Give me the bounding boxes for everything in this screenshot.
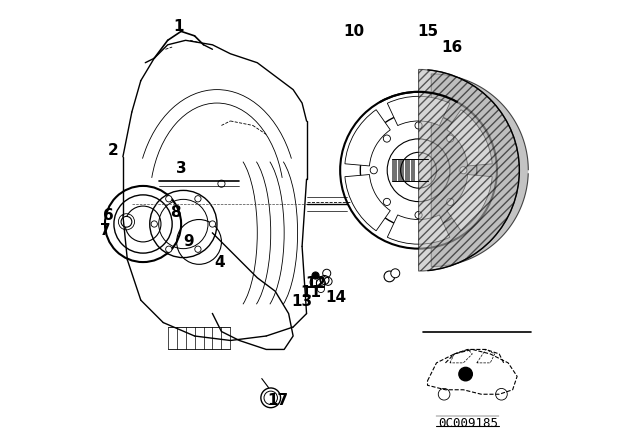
Wedge shape bbox=[387, 215, 450, 244]
Circle shape bbox=[166, 196, 172, 202]
Wedge shape bbox=[447, 110, 492, 166]
Wedge shape bbox=[447, 175, 492, 231]
Circle shape bbox=[383, 135, 390, 142]
Text: 9: 9 bbox=[184, 234, 194, 250]
Text: 7: 7 bbox=[100, 223, 110, 238]
Circle shape bbox=[447, 198, 454, 206]
Wedge shape bbox=[387, 96, 450, 125]
Text: 6: 6 bbox=[103, 208, 114, 224]
Text: 4: 4 bbox=[214, 254, 225, 270]
Circle shape bbox=[415, 211, 422, 219]
Text: 1: 1 bbox=[173, 19, 184, 34]
Circle shape bbox=[312, 272, 319, 279]
Circle shape bbox=[370, 167, 378, 174]
Text: 16: 16 bbox=[442, 39, 463, 55]
Wedge shape bbox=[419, 69, 520, 271]
Circle shape bbox=[151, 221, 157, 227]
Circle shape bbox=[447, 135, 454, 142]
Text: 10: 10 bbox=[343, 24, 364, 39]
Wedge shape bbox=[345, 110, 390, 166]
Circle shape bbox=[209, 221, 216, 227]
Text: 8: 8 bbox=[170, 205, 181, 220]
Circle shape bbox=[460, 167, 467, 174]
Text: 13: 13 bbox=[291, 293, 313, 309]
Circle shape bbox=[218, 180, 225, 187]
Polygon shape bbox=[431, 74, 529, 267]
Text: 14: 14 bbox=[325, 290, 346, 306]
Circle shape bbox=[166, 246, 172, 252]
Text: 3: 3 bbox=[176, 160, 186, 176]
Circle shape bbox=[195, 246, 201, 252]
Circle shape bbox=[317, 285, 324, 293]
Text: 12: 12 bbox=[306, 276, 327, 291]
Text: 2: 2 bbox=[108, 142, 118, 158]
Circle shape bbox=[415, 122, 422, 129]
Text: 0C009185: 0C009185 bbox=[438, 417, 498, 430]
Text: 11: 11 bbox=[301, 284, 321, 300]
Text: 15: 15 bbox=[417, 24, 438, 39]
Circle shape bbox=[195, 196, 201, 202]
Circle shape bbox=[459, 367, 472, 381]
Circle shape bbox=[383, 198, 390, 206]
Circle shape bbox=[121, 216, 132, 227]
Wedge shape bbox=[345, 175, 390, 231]
Circle shape bbox=[391, 269, 400, 278]
Text: 17: 17 bbox=[268, 393, 289, 409]
